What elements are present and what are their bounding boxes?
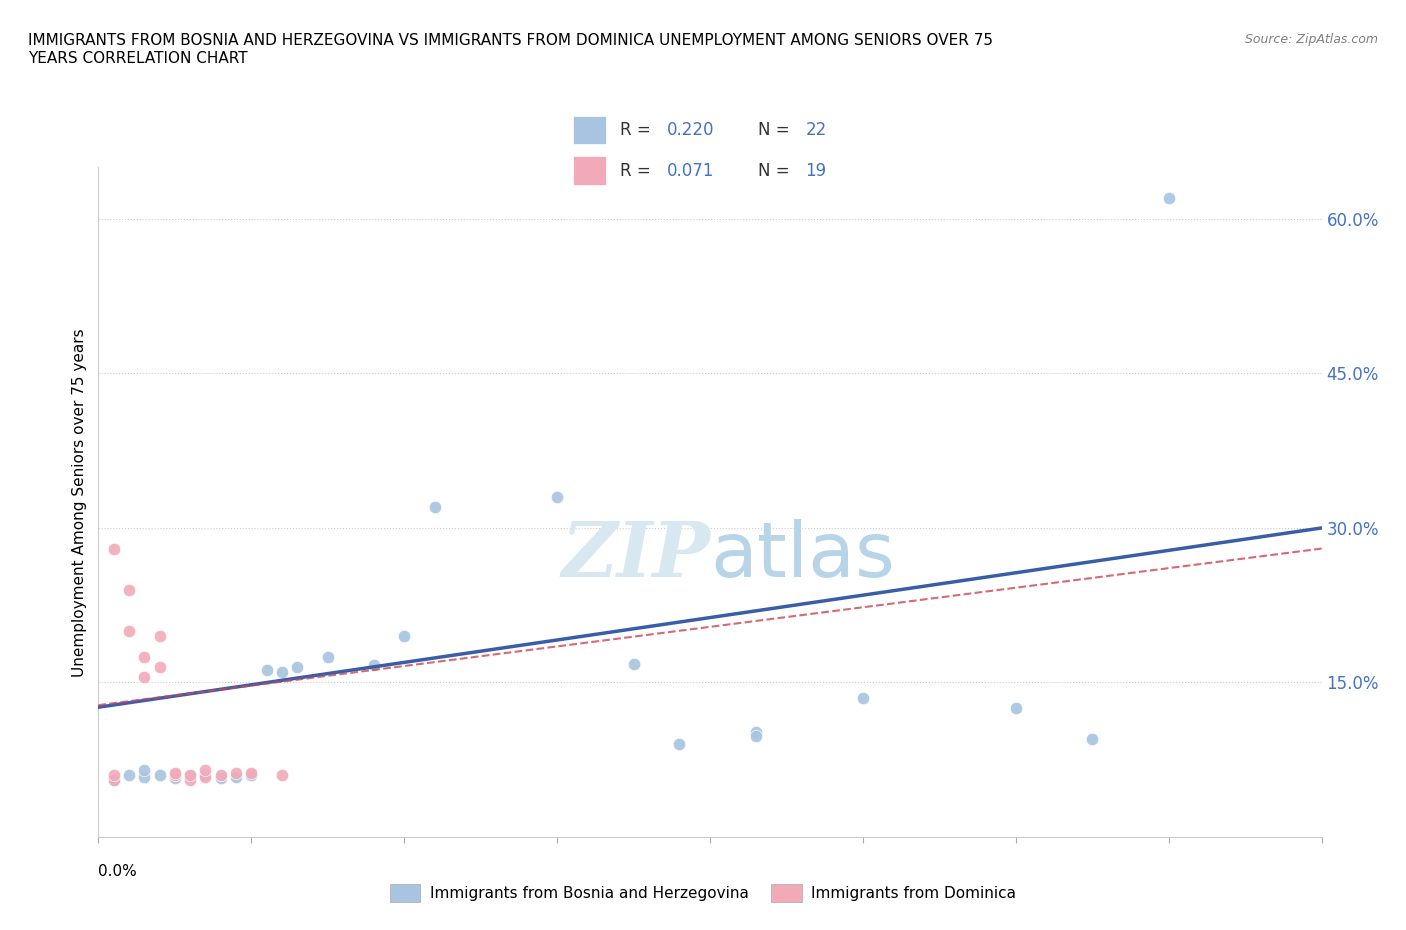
Bar bbox=[572, 156, 606, 185]
Point bbox=[270, 768, 294, 783]
Point bbox=[423, 500, 446, 515]
Text: 0.220: 0.220 bbox=[666, 121, 714, 139]
Point bbox=[103, 773, 125, 788]
Point bbox=[209, 771, 232, 786]
Point bbox=[270, 665, 294, 680]
Text: N =: N = bbox=[758, 162, 794, 179]
Point bbox=[745, 724, 768, 739]
Point bbox=[179, 768, 201, 783]
Text: R =: R = bbox=[620, 121, 655, 139]
Point bbox=[194, 768, 217, 783]
Point bbox=[209, 768, 232, 783]
Point bbox=[149, 659, 172, 674]
Text: Source: ZipAtlas.com: Source: ZipAtlas.com bbox=[1244, 33, 1378, 46]
Point bbox=[103, 773, 125, 788]
Text: ZIP: ZIP bbox=[561, 519, 710, 592]
Point bbox=[118, 582, 141, 597]
Point bbox=[623, 657, 645, 671]
Text: 0.071: 0.071 bbox=[666, 162, 714, 179]
Point bbox=[745, 728, 768, 743]
Text: 0.0%: 0.0% bbox=[98, 864, 138, 879]
Point bbox=[240, 768, 263, 783]
Point bbox=[668, 737, 690, 751]
Text: YEARS CORRELATION CHART: YEARS CORRELATION CHART bbox=[28, 51, 247, 66]
Point bbox=[546, 489, 568, 504]
Point bbox=[225, 770, 247, 785]
Point bbox=[134, 763, 156, 777]
Point bbox=[118, 623, 141, 638]
Point bbox=[392, 629, 416, 644]
Point bbox=[149, 768, 172, 783]
Point bbox=[134, 770, 156, 785]
Point bbox=[1081, 732, 1104, 747]
Bar bbox=[572, 116, 606, 144]
Text: atlas: atlas bbox=[710, 519, 894, 592]
Point bbox=[852, 690, 875, 705]
Point bbox=[194, 763, 217, 777]
Text: IMMIGRANTS FROM BOSNIA AND HERZEGOVINA VS IMMIGRANTS FROM DOMINICA UNEMPLOYMENT : IMMIGRANTS FROM BOSNIA AND HERZEGOVINA V… bbox=[28, 33, 993, 47]
Point bbox=[163, 771, 186, 786]
Point bbox=[316, 649, 339, 664]
Legend: Immigrants from Bosnia and Herzegovina, Immigrants from Dominica: Immigrants from Bosnia and Herzegovina, … bbox=[384, 878, 1022, 908]
Point bbox=[179, 768, 201, 783]
Point bbox=[285, 659, 308, 674]
Point bbox=[134, 649, 156, 664]
Text: 19: 19 bbox=[806, 162, 827, 179]
Point bbox=[1157, 191, 1180, 206]
Point bbox=[103, 541, 125, 556]
Point bbox=[118, 768, 141, 783]
Point bbox=[363, 658, 385, 672]
Point bbox=[225, 765, 247, 780]
Text: R =: R = bbox=[620, 162, 655, 179]
Point bbox=[240, 765, 263, 780]
Point bbox=[134, 670, 156, 684]
Point bbox=[1004, 701, 1026, 716]
Point bbox=[103, 768, 125, 783]
Y-axis label: Unemployment Among Seniors over 75 years: Unemployment Among Seniors over 75 years bbox=[72, 328, 87, 676]
Point bbox=[163, 765, 186, 780]
Point bbox=[163, 768, 186, 783]
Point bbox=[179, 773, 201, 788]
Point bbox=[256, 663, 278, 678]
Text: N =: N = bbox=[758, 121, 794, 139]
Text: 22: 22 bbox=[806, 121, 827, 139]
Point bbox=[194, 770, 217, 785]
Point bbox=[149, 629, 172, 644]
